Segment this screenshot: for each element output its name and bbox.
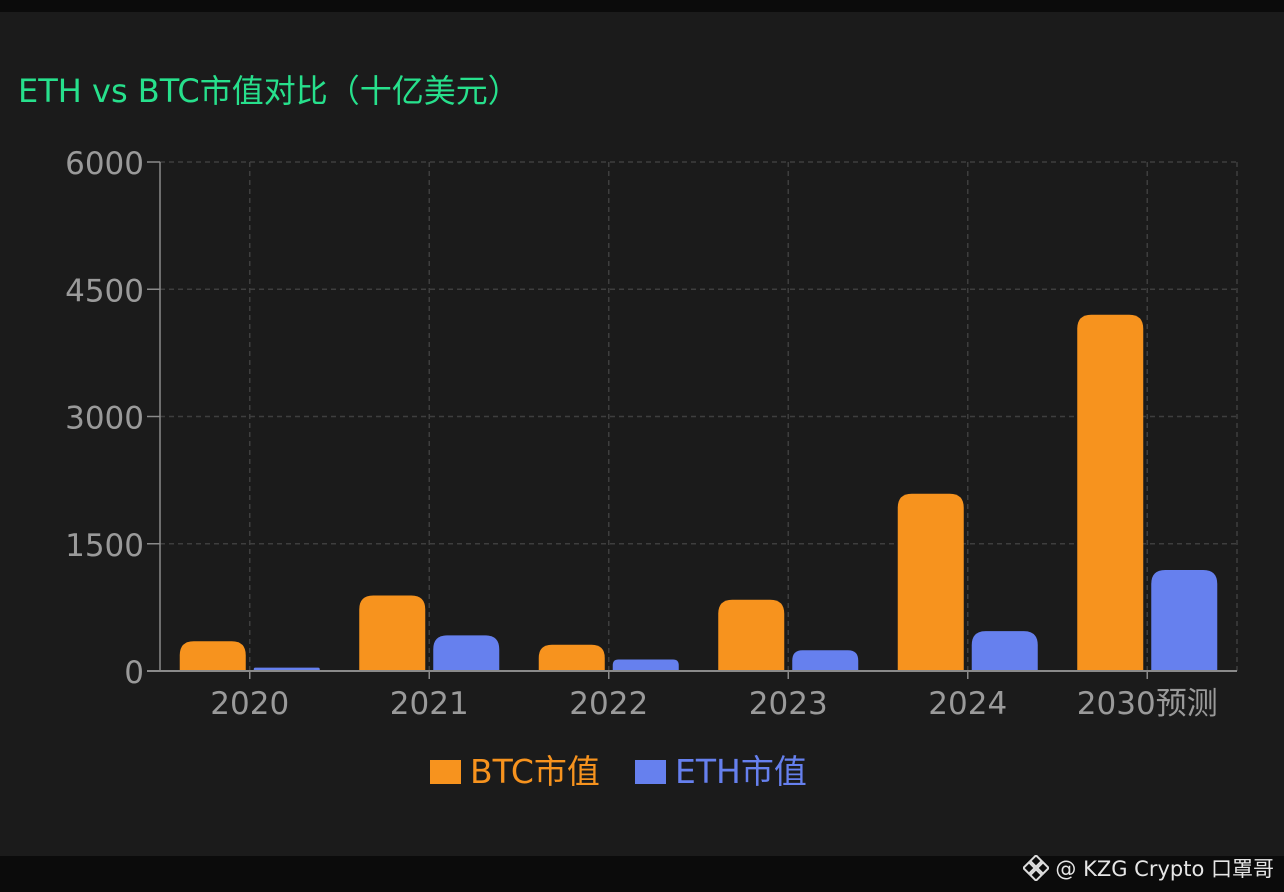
top-border-strip (0, 0, 1284, 12)
legend-swatch-eth (635, 760, 666, 784)
y-tick-label: 4500 (65, 273, 144, 309)
bar-btc (359, 595, 426, 671)
bar-eth (433, 635, 500, 671)
legend-label-eth: ETH市值 (675, 752, 807, 791)
binance-logo-icon (1023, 855, 1050, 881)
legend-swatch-btc (430, 760, 461, 784)
bar-eth (792, 650, 859, 671)
watermark: @ KZG Crypto 口罩哥 (1023, 852, 1274, 884)
x-tick-label: 2021 (390, 686, 469, 722)
x-tick-label: 2022 (569, 686, 648, 722)
chart-title: ETH vs BTC市值对比（十亿美元） (18, 72, 520, 110)
bar-btc (897, 493, 964, 671)
bar-eth (971, 631, 1038, 671)
bar-btc (538, 644, 605, 671)
bar-btc (179, 641, 246, 671)
bar-eth (612, 659, 679, 671)
y-tick-label: 3000 (65, 401, 144, 437)
x-tick-label: 2023 (749, 686, 828, 722)
x-tick-label: 2020 (210, 686, 289, 722)
bar-btc (1077, 314, 1144, 671)
y-tick-label: 0 (124, 655, 144, 691)
bar-eth (1151, 570, 1218, 671)
x-tick-label: 2024 (928, 686, 1007, 722)
y-tick-label: 6000 (65, 146, 144, 182)
x-tick-label: 2030预测 (1077, 686, 1218, 722)
legend-label-btc: BTC市值 (470, 752, 600, 791)
watermark-text: @ KZG Crypto 口罩哥 (1055, 857, 1274, 881)
y-tick-label: 1500 (65, 528, 144, 564)
bar-btc (718, 599, 785, 671)
bottom-border-strip (0, 856, 1284, 892)
